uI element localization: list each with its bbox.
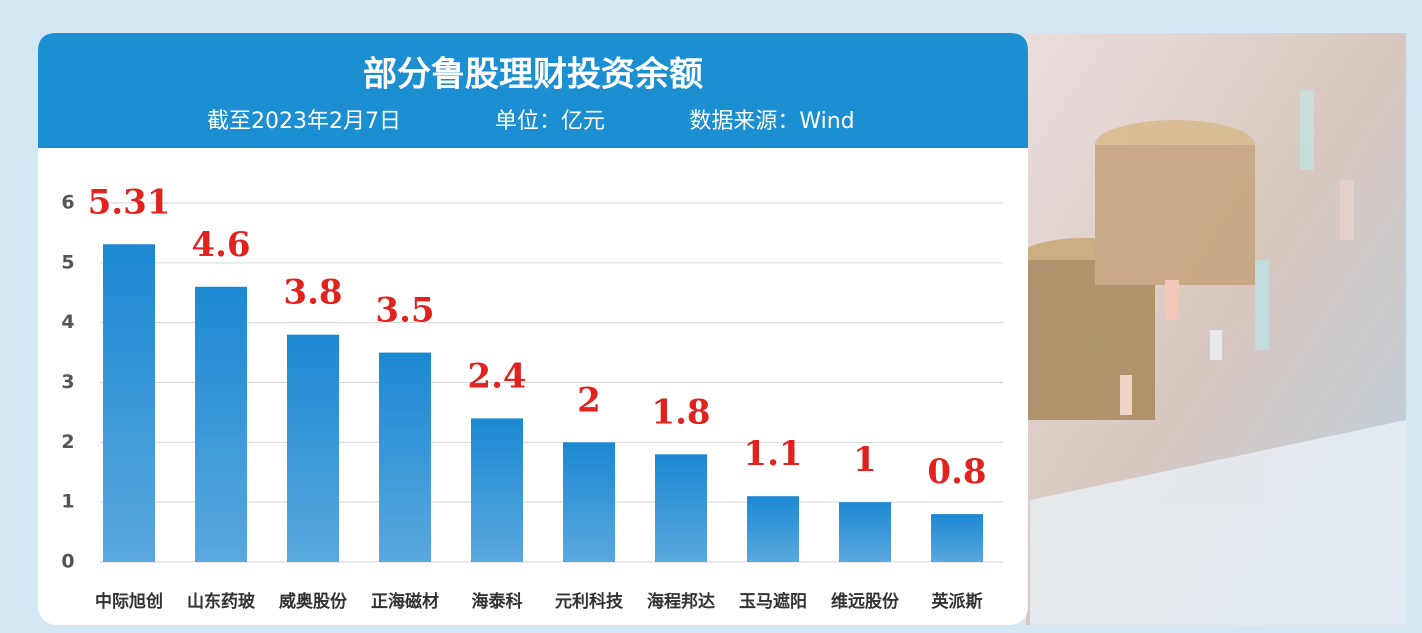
subtitle: 截至2023年2月7日 xyxy=(207,109,401,134)
x-tick-label: 海泰科 xyxy=(472,591,523,612)
value-label: 2 xyxy=(577,380,601,420)
y-tick-label: 2 xyxy=(61,431,74,453)
value-label: 1.1 xyxy=(743,434,802,474)
bar xyxy=(103,244,155,562)
y-tick-label: 3 xyxy=(61,371,74,393)
bar xyxy=(839,502,891,562)
photo-decor xyxy=(1015,90,1406,625)
x-tick-label: 英派斯 xyxy=(932,591,983,612)
x-tick-label: 元利科技 xyxy=(555,591,624,612)
value-label: 0.8 xyxy=(927,452,986,492)
y-tick-label: 0 xyxy=(61,551,74,573)
bar xyxy=(471,418,523,562)
bar xyxy=(563,442,615,562)
x-tick-label: 玉马遮阳 xyxy=(739,591,807,612)
x-tick-label: 山东药玻 xyxy=(187,591,256,612)
header-band xyxy=(38,33,1028,148)
x-tick-label: 威奥股份 xyxy=(279,591,348,612)
value-label: 3.8 xyxy=(283,273,342,313)
y-tick-label: 5 xyxy=(61,251,74,273)
bar xyxy=(747,496,799,562)
value-label: 3.5 xyxy=(375,291,434,331)
bar xyxy=(287,334,339,562)
bar xyxy=(195,286,247,562)
value-label: 5.31 xyxy=(88,182,171,222)
panel xyxy=(38,33,1028,625)
value-label: 1.8 xyxy=(651,392,710,432)
y-tick-label: 4 xyxy=(61,311,74,333)
subtitle: 数据来源：Wind xyxy=(689,109,854,134)
x-tick-label: 海程邦达 xyxy=(647,591,715,612)
x-tick-label: 中际旭创 xyxy=(95,591,163,612)
chart-title: 部分鲁股理财投资余额 xyxy=(363,55,703,95)
value-label: 4.6 xyxy=(191,225,250,265)
bar xyxy=(379,352,431,562)
x-tick-label: 正海磁材 xyxy=(371,591,439,612)
value-label: 2.4 xyxy=(467,356,526,396)
bar xyxy=(655,454,707,562)
y-tick-label: 1 xyxy=(61,491,74,513)
subtitle: 单位：亿元 xyxy=(495,109,605,134)
value-label: 1 xyxy=(853,440,877,480)
bar xyxy=(931,514,983,562)
y-tick-label: 6 xyxy=(61,192,74,214)
x-tick-label: 维远股份 xyxy=(831,591,900,612)
